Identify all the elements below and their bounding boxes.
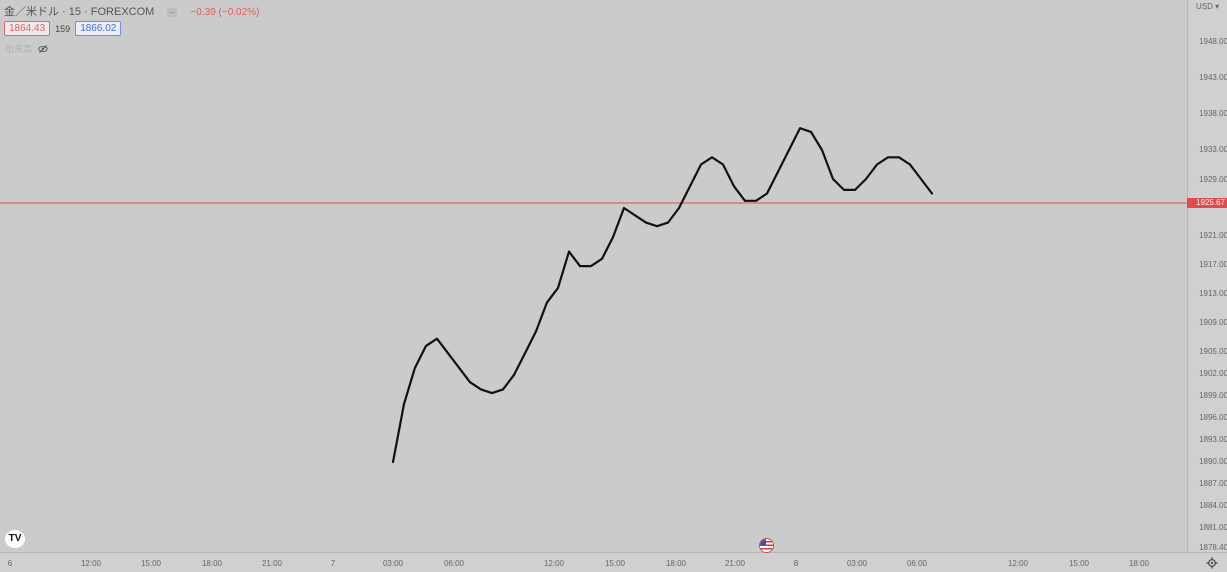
price-tick-label: 1948.00 xyxy=(1199,37,1227,46)
price-axis[interactable]: USD ▾ 1948.00 1943.00 1938.00 1933.00 1929.0… xyxy=(1187,0,1227,552)
time-tick-label: 6 xyxy=(7,559,13,568)
chart-area[interactable] xyxy=(0,0,1187,552)
time-tick-label: 18:00 xyxy=(1128,559,1150,568)
buy-price-button[interactable]: 1866.02 xyxy=(75,21,122,36)
price-series-line xyxy=(391,127,934,464)
hidden-eye-icon[interactable] xyxy=(38,44,48,54)
price-tick-label: 1929.00 xyxy=(1199,175,1227,184)
price-tick-label: 1913.00 xyxy=(1199,289,1227,298)
time-tick-label: 18:00 xyxy=(665,559,687,568)
spread-value: 159 xyxy=(55,23,71,34)
price-tick-label: 1921.00 xyxy=(1199,231,1227,240)
price-tick-label: 1890.00 xyxy=(1199,457,1227,466)
tradingview-logo[interactable]: TV xyxy=(5,530,25,548)
price-tick-label: 1881.00 xyxy=(1199,523,1227,532)
time-tick-label: 12:00 xyxy=(80,559,102,568)
time-tick-label: 18:00 xyxy=(201,559,223,568)
time-tick-label: 21:00 xyxy=(261,559,283,568)
price-tick-label: 1899.00 xyxy=(1199,391,1227,400)
time-tick-label: 06:00 xyxy=(443,559,465,568)
currency-selector[interactable]: USD ▾ xyxy=(1196,2,1220,11)
price-chart[interactable] xyxy=(0,0,1187,552)
price-tick-label: 1938.00 xyxy=(1199,109,1227,118)
indicator-label: 出来高 xyxy=(5,44,33,54)
time-tick-label: 15:00 xyxy=(1068,559,1090,568)
price-tick-label: 1943.00 xyxy=(1199,73,1227,82)
time-tick-label: 8 xyxy=(793,559,799,568)
time-tick-label: 03:00 xyxy=(846,559,868,568)
price-tick-label: 1917.00 xyxy=(1199,260,1227,269)
price-tick-label: 1909.00 xyxy=(1199,318,1227,327)
time-tick-label: 15:00 xyxy=(140,559,162,568)
symbol-legend: 金／米ドル · 15 · FOREXCOM − −0.39 (−0.02%) xyxy=(4,3,259,19)
volume-indicator-legend: 出来高 xyxy=(5,42,48,55)
price-tick-label: 1902.00 xyxy=(1199,369,1227,378)
gear-icon[interactable] xyxy=(1206,557,1218,569)
time-tick-label: 7 xyxy=(330,559,336,568)
price-tick-label: 1887.00 xyxy=(1199,479,1227,488)
sell-price-button[interactable]: 1864.43 xyxy=(4,21,51,36)
price-tick-label: 1896.00 xyxy=(1199,413,1227,422)
time-tick-label: 12:00 xyxy=(543,559,565,568)
time-tick-label: 06:00 xyxy=(906,559,928,568)
price-tick-label: 1878.40 xyxy=(1199,543,1227,552)
collapse-legend-button[interactable]: − xyxy=(167,8,178,17)
time-tick-label: 03:00 xyxy=(382,559,404,568)
current-price-label: 1925.67 xyxy=(1187,198,1227,208)
price-tick-label: 1893.00 xyxy=(1199,435,1227,444)
us-flag-icon[interactable] xyxy=(759,538,774,553)
quote-row: 1864.43 159 1866.02 xyxy=(4,21,122,36)
symbol-title[interactable]: 金／米ドル · 15 · FOREXCOM xyxy=(4,6,155,18)
price-tick-label: 1905.00 xyxy=(1199,347,1227,356)
time-tick-label: 12:00 xyxy=(1007,559,1029,568)
price-tick-label: 1933.00 xyxy=(1199,145,1227,154)
time-axis[interactable]: 6 12:00 15:00 18:00 21:00 7 03:00 06:00 12:00 15:… xyxy=(0,552,1227,572)
price-tick-label: 1884.00 xyxy=(1199,501,1227,510)
time-tick-label: 21:00 xyxy=(724,559,746,568)
price-change: −0.39 (−0.02%) xyxy=(190,7,260,18)
time-tick-label: 15:00 xyxy=(604,559,626,568)
